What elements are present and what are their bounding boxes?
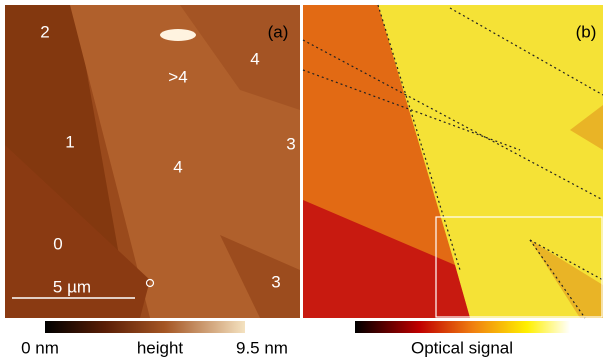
colorbar [355,321,570,333]
colorbar [45,321,245,333]
colorbar-title: Optical signal [411,338,513,357]
figure: (a) 2 >4 4 1 3 4 0 3 5 µm (b) 0 nm heigh… [0,0,603,360]
colorbar-title: height [137,338,184,357]
colorbar-min-label: 0 nm [21,338,59,357]
layer-label: 4 [173,157,182,176]
layer-label: 2 [40,22,49,41]
layer-label: 1 [65,132,74,151]
layer-label: 3 [286,134,295,153]
layer-label: 0 [53,234,62,253]
panel-label: (a) [268,22,289,41]
panel-b: (b) [303,5,603,318]
particle [160,29,196,41]
panel-label: (b) [576,22,597,41]
colorbar-max-label: 9.5 nm [236,338,288,357]
layer-label: 4 [250,49,259,68]
scale-bar-label: 5 µm [53,277,91,296]
panel-a: (a) 2 >4 4 1 3 4 0 3 5 µm [5,5,300,318]
layer-label: >4 [168,67,187,86]
layer-label: 3 [271,272,280,291]
page: (a) 2 >4 4 1 3 4 0 3 5 µm (b) 0 nm heigh… [0,0,603,360]
